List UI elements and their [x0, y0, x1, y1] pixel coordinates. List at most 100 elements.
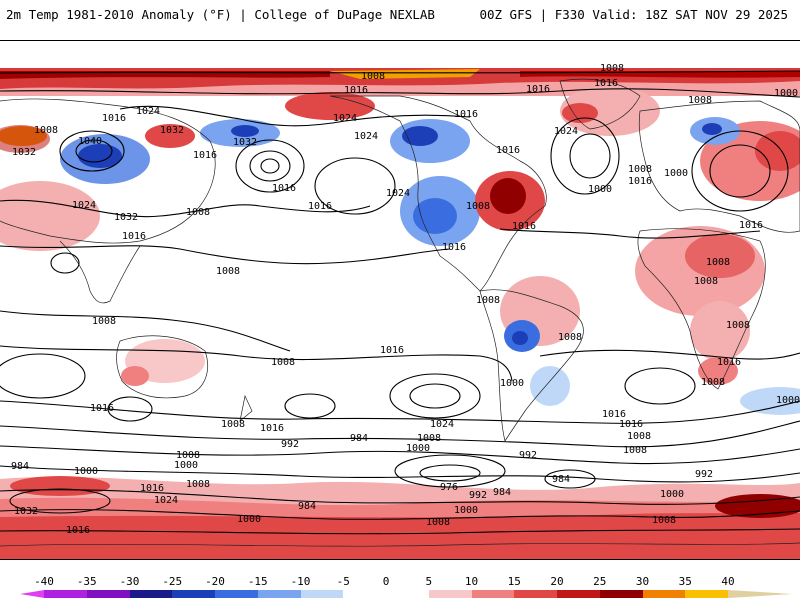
- colorbar-tick-label: -40: [34, 575, 54, 588]
- colorbar-segment: [728, 590, 793, 598]
- isobar-label: 1024: [136, 106, 160, 117]
- isobar-label: 1016: [442, 242, 466, 253]
- colorbar-segment: [642, 590, 686, 598]
- isobar-label: 1000: [588, 184, 612, 195]
- isobar-label: 1016: [344, 85, 368, 96]
- isobar-label: 1016: [628, 176, 652, 187]
- isobar-label: 1016: [122, 231, 146, 242]
- isobar-label: 1032: [12, 147, 36, 158]
- isobar-label: 1032: [14, 506, 38, 517]
- colorbar-tick-label: -10: [290, 575, 311, 588]
- isobar-label: 1000: [454, 505, 478, 516]
- colorbar-segment: [428, 590, 472, 598]
- isobar-label: 1000: [660, 489, 684, 500]
- isobar-label: 1016: [193, 150, 217, 161]
- map-title: 2m Temp 1981-2010 Anomaly (°F) | College…: [6, 7, 435, 22]
- isobar-label: 992: [281, 439, 299, 450]
- isobar-label: 1000: [500, 378, 524, 389]
- colorbar-segment: [557, 590, 601, 598]
- isobar-label: 1032: [114, 212, 138, 223]
- isobar-label: 976: [440, 482, 458, 493]
- isobar-label: 1008: [176, 450, 200, 461]
- isobar-label: 1008: [466, 201, 490, 212]
- isobar-label: 1008: [426, 517, 450, 528]
- colorbar-tick-label: -20: [205, 575, 225, 588]
- colorbar-tick-label: -15: [247, 575, 268, 588]
- isobar-label: 1016: [90, 403, 114, 414]
- colorbar-tick-label: 10: [464, 575, 479, 588]
- colorbar-segment: [86, 590, 130, 598]
- colorbar-tick-label: 15: [507, 575, 521, 588]
- isobar-label: 1008: [271, 357, 295, 368]
- colorbar-segment: [215, 590, 259, 598]
- isobar-label: 1000: [776, 395, 800, 406]
- colorbar-tick-label: 40: [721, 575, 735, 588]
- isobar-label: 1016: [260, 423, 284, 434]
- colorbar-segment: [685, 590, 729, 598]
- isobar-label: 1008: [361, 71, 385, 82]
- isobar-label: 1016: [380, 345, 404, 356]
- isobar-label: 1016: [619, 419, 643, 430]
- model-valid-time: 00Z GFS | F330 Valid: 18Z SAT NOV 29 202…: [479, 7, 788, 22]
- isobar-label: 1024: [333, 113, 357, 124]
- isobar-label: 1016: [496, 145, 520, 156]
- colorbar-tick-label: 5: [425, 575, 433, 588]
- isobar-label: 1040: [78, 136, 102, 147]
- isobar-label: 1008: [628, 164, 652, 175]
- temperature-colorbar: [20, 590, 793, 598]
- isobar-label: 1032: [160, 125, 184, 136]
- isobar-contours: [0, 70, 800, 535]
- colorbar-tick-label: -35: [76, 575, 97, 588]
- colorbar-tick-label: 30: [635, 575, 650, 588]
- coastlines: [0, 78, 800, 547]
- isobar-label: 1008: [627, 431, 651, 442]
- isobar-label: 1000: [174, 460, 198, 471]
- isobar-label: 1008: [623, 445, 647, 456]
- isobar-label: 1008: [476, 295, 500, 306]
- isobar-label: 1008: [221, 419, 245, 430]
- colorbar-segment: [343, 590, 387, 598]
- isobar-label: 1008: [216, 266, 240, 277]
- isobar-label: 1016: [308, 201, 332, 212]
- isobar-label: 1024: [72, 200, 96, 211]
- colorbar-tick-label: 0: [382, 575, 390, 588]
- isobar-label: 1008: [92, 316, 116, 327]
- isobar-label: 1000: [74, 466, 98, 477]
- isobar-label: 1016: [526, 84, 550, 95]
- isobar-label: 1016: [512, 221, 536, 232]
- isobar-label: 1016: [102, 113, 126, 124]
- isobar-label: 1008: [186, 207, 210, 218]
- isobar-label: 1008: [706, 257, 730, 268]
- map-header: 2m Temp 1981-2010 Anomaly (°F) | College…: [0, 0, 800, 30]
- isobar-label: 1024: [354, 131, 378, 142]
- isobar-label: 1000: [406, 443, 430, 454]
- isobar-label: 1032: [233, 137, 257, 148]
- isobar-label: 1016: [454, 109, 478, 120]
- colorbar-tick-label: 25: [593, 575, 607, 588]
- isobar-label: 1024: [554, 126, 578, 137]
- isobar-label: 1000: [237, 514, 261, 525]
- colorbar-tick-label: 35: [678, 575, 692, 588]
- colorbar-segment: [514, 590, 558, 598]
- isobar-label: 1008: [600, 63, 624, 74]
- isobar-label: 984: [298, 501, 316, 512]
- isobar-label: 1008: [34, 125, 58, 136]
- colorbar-tick-label: -5: [336, 575, 350, 588]
- isobar-label: 1024: [430, 419, 454, 430]
- isobar-label: 992: [469, 490, 487, 501]
- isobar-label: 1016: [717, 357, 741, 368]
- isobar-label: 984: [350, 433, 368, 444]
- isobar-label: 1016: [594, 78, 618, 89]
- colorbar-segment: [172, 590, 216, 598]
- isobar-label: 1000: [664, 168, 688, 179]
- colorbar-segment: [300, 590, 344, 598]
- isobar-label: 984: [11, 461, 29, 472]
- isobar-label: 1008: [688, 95, 712, 106]
- isobar-label: 1016: [140, 483, 164, 494]
- isobar-label: 1008: [558, 332, 582, 343]
- colorbar-segment: [129, 590, 173, 598]
- isobar-label: 1000: [774, 88, 798, 99]
- isobar-label: 1008: [726, 320, 750, 331]
